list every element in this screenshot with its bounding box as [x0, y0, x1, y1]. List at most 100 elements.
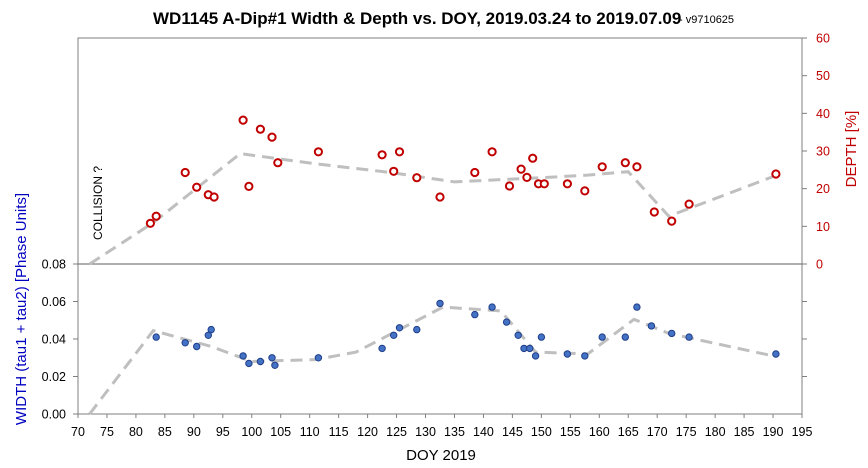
width-trend-line: [88, 305, 774, 415]
depth-point: [412, 173, 422, 183]
depth-point: [377, 150, 387, 160]
x-tick-label: 115: [329, 425, 349, 439]
width-point: [563, 350, 572, 358]
width-point: [531, 352, 540, 360]
depth-point: [528, 153, 538, 163]
width-point: [668, 329, 676, 338]
x-tick-label: 90: [187, 425, 201, 439]
depth-tick-label: 0: [816, 258, 823, 272]
width-axis-label: WIDTH (tau1 + tau2) [Phase Units]: [13, 193, 30, 425]
x-tick-label: 155: [560, 425, 581, 439]
plot-frame: [77, 37, 803, 415]
x-tick-label: 80: [129, 425, 143, 439]
depth-point: [267, 132, 277, 142]
width-point: [395, 324, 404, 332]
width-point: [413, 325, 421, 334]
width-point: [488, 303, 496, 311]
x-tick-label: 190: [763, 425, 784, 439]
x-tick-label: 140: [473, 425, 494, 439]
width-point: [152, 333, 160, 341]
chart-title: WD1145 A-Dip#1 Width & Depth vs. DOY, 20…: [153, 9, 681, 28]
width-points: [152, 299, 780, 369]
depth-point: [192, 182, 202, 192]
width-point: [271, 361, 279, 369]
width-point: [378, 344, 386, 353]
x-tick-label: 180: [705, 425, 726, 439]
width-point: [239, 352, 247, 360]
width-tick-label: 0.06: [42, 295, 66, 309]
width-point: [647, 322, 656, 330]
width-point: [685, 333, 693, 341]
depth-point: [255, 124, 265, 134]
depth-point: [238, 115, 248, 125]
depth-point: [487, 147, 497, 157]
x-tick-label: 105: [270, 425, 291, 439]
depth-point: [562, 179, 573, 189]
collision-annotation: COLLISION ?: [91, 166, 105, 240]
x-tick-label: 145: [502, 425, 523, 439]
x-tick-label: 110: [300, 425, 320, 439]
width-point: [193, 342, 201, 351]
plot-frames: [77, 37, 803, 415]
depth-point: [244, 181, 254, 191]
depth-point: [684, 199, 694, 209]
width-point: [598, 333, 606, 341]
depth-point: [539, 179, 549, 189]
depth-tick-label: 40: [816, 107, 830, 121]
width-tick-label: 0.08: [42, 258, 66, 272]
width-tick-label: 0.02: [42, 370, 66, 384]
x-tick-label: 125: [386, 425, 407, 439]
x-axis-label: DOY 2019: [406, 447, 476, 464]
width-point: [581, 352, 589, 360]
width-point: [514, 331, 522, 339]
x-tick-label: 85: [158, 425, 172, 439]
depth-point: [667, 216, 677, 226]
depth-point: [504, 181, 515, 191]
depth-tick-label: 50: [816, 69, 830, 83]
width-tick-label: 0.00: [42, 408, 66, 422]
width-point: [772, 350, 780, 358]
depth-point: [580, 186, 590, 196]
depth-trend-group: [88, 152, 774, 266]
x-tick-label: 185: [734, 425, 755, 439]
width-point: [390, 331, 398, 339]
x-tick-label: 170: [647, 425, 668, 439]
depth-axis-ticks: 0 10 20 30 40 50 60: [802, 32, 830, 377]
depth-tick-label: 20: [816, 182, 830, 196]
x-tick-label: 70: [71, 425, 85, 439]
width-axis-ticks: 0.00 0.02 0.04 0.06 0.08: [42, 258, 78, 422]
depth-trend-line: [88, 152, 774, 266]
x-tick-label: 195: [792, 425, 813, 439]
depth-point: [180, 167, 190, 178]
depth-point: [771, 169, 781, 179]
depth-point: [435, 192, 445, 202]
width-point: [256, 357, 265, 366]
depth-point: [516, 164, 526, 174]
depth-point: [470, 167, 480, 178]
x-tick-label: 165: [618, 425, 639, 439]
depth-point: [273, 158, 283, 168]
depth-points: [145, 115, 781, 228]
chart-subtitle: - v9710625: [679, 14, 734, 26]
depth-point: [389, 166, 399, 176]
depth-point: [209, 192, 219, 202]
depth-point: [632, 162, 642, 172]
width-point: [471, 310, 479, 319]
depth-point: [313, 147, 323, 157]
x-tick-label: 160: [589, 425, 610, 439]
width-point: [314, 354, 323, 362]
depth-tick-label: 60: [816, 32, 830, 46]
width-point: [204, 331, 213, 339]
x-tick-label: 75: [100, 425, 114, 439]
width-point: [502, 318, 511, 326]
width-point: [436, 299, 444, 308]
width-point: [633, 303, 641, 311]
width-point: [245, 359, 253, 368]
width-tick-label: 0.04: [42, 333, 66, 347]
depth-point: [394, 147, 405, 157]
x-tick-label: 135: [444, 425, 465, 439]
depth-point: [522, 172, 532, 182]
width-point: [537, 333, 546, 341]
depth-tick-label: 10: [816, 220, 830, 234]
